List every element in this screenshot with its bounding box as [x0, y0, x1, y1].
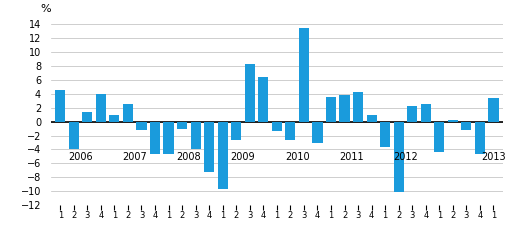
Bar: [96, 94, 106, 122]
Text: 2012: 2012: [393, 152, 418, 162]
Bar: [190, 122, 201, 150]
Bar: [177, 122, 187, 128]
Bar: [123, 104, 133, 122]
Bar: [353, 92, 363, 122]
Bar: [312, 122, 323, 142]
Text: 2008: 2008: [177, 152, 201, 162]
Bar: [434, 122, 444, 152]
Bar: [475, 122, 485, 154]
Bar: [339, 95, 350, 122]
Bar: [272, 122, 282, 131]
Text: 2013: 2013: [481, 152, 506, 162]
Bar: [448, 120, 458, 122]
Bar: [231, 122, 241, 140]
Bar: [82, 112, 92, 122]
Text: %: %: [40, 4, 51, 14]
Bar: [299, 28, 309, 122]
Bar: [109, 116, 119, 122]
Bar: [326, 97, 336, 122]
Bar: [421, 104, 431, 122]
Bar: [380, 122, 390, 147]
Text: 2011: 2011: [339, 152, 364, 162]
Bar: [258, 76, 268, 122]
Bar: [461, 122, 471, 130]
Bar: [69, 122, 79, 150]
Bar: [488, 98, 498, 122]
Text: 2010: 2010: [285, 152, 309, 162]
Bar: [285, 122, 296, 141]
Text: 2007: 2007: [122, 152, 147, 162]
Bar: [204, 122, 214, 172]
Bar: [150, 122, 160, 154]
Bar: [137, 122, 147, 130]
Bar: [217, 122, 228, 189]
Bar: [55, 90, 66, 122]
Bar: [164, 122, 174, 154]
Bar: [367, 116, 377, 122]
Bar: [407, 106, 417, 122]
Text: 2009: 2009: [231, 152, 256, 162]
Bar: [245, 64, 255, 122]
Bar: [394, 122, 404, 192]
Text: 2006: 2006: [68, 152, 93, 162]
